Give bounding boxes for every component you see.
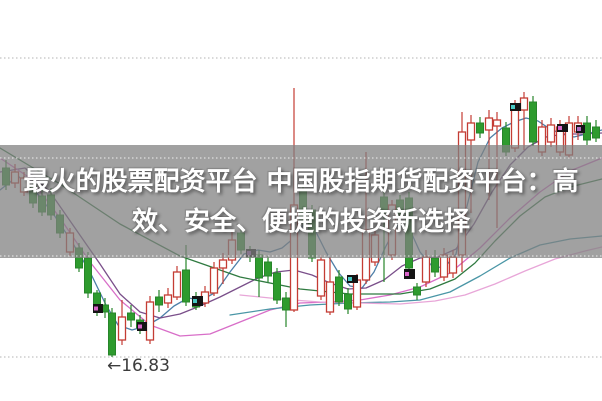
candle-bullish xyxy=(117,316,127,341)
signal-marker xyxy=(192,296,203,306)
candle-bearish xyxy=(282,297,290,311)
candle-bearish xyxy=(127,312,135,321)
price-annotation: ←16.83 xyxy=(107,356,170,376)
signal-marker-accent xyxy=(348,277,352,281)
signal-marker-accent xyxy=(577,127,581,131)
candle-bearish xyxy=(476,122,484,134)
candle-bullish xyxy=(145,301,155,341)
candle-bullish xyxy=(466,122,476,141)
candle-bearish xyxy=(155,296,163,306)
candle-bearish xyxy=(182,269,190,303)
signal-marker-accent xyxy=(138,324,142,329)
signal-marker xyxy=(510,103,521,111)
candle-bullish xyxy=(352,279,362,308)
candle-bullish xyxy=(439,254,449,278)
candle-bearish xyxy=(108,312,116,356)
candle-bearish xyxy=(344,293,352,310)
candle-bearish xyxy=(413,286,421,296)
candle-bullish xyxy=(448,256,458,274)
candle-bullish xyxy=(325,281,335,313)
candle-bullish xyxy=(421,256,431,283)
signal-marker-accent xyxy=(511,105,515,109)
signal-marker xyxy=(404,269,415,279)
candle-bearish xyxy=(84,257,92,294)
signal-marker-accent xyxy=(193,299,197,303)
candle-bearish xyxy=(529,101,537,143)
candle-bullish xyxy=(519,97,529,111)
signal-marker-accent xyxy=(94,306,98,311)
candle-bearish xyxy=(431,257,439,273)
candle-bullish xyxy=(209,267,219,294)
candle-bearish xyxy=(255,254,263,279)
candle-bearish xyxy=(264,261,272,277)
candle-bullish xyxy=(316,259,326,297)
candle-bullish xyxy=(163,294,173,304)
candle-bullish xyxy=(510,107,520,149)
headline-band xyxy=(0,145,602,258)
signal-marker-accent xyxy=(558,126,562,130)
candle-bullish xyxy=(172,271,182,298)
candle-bearish xyxy=(273,272,281,301)
signal-marker xyxy=(347,275,358,283)
signal-marker xyxy=(557,124,568,132)
candle-bullish xyxy=(546,124,556,143)
candle-bullish xyxy=(484,117,494,131)
candle-bearish xyxy=(592,126,600,139)
candle-bullish xyxy=(218,259,228,269)
candle-bearish xyxy=(335,276,343,303)
signal-marker-accent xyxy=(405,272,409,276)
candle-bullish xyxy=(492,119,502,127)
